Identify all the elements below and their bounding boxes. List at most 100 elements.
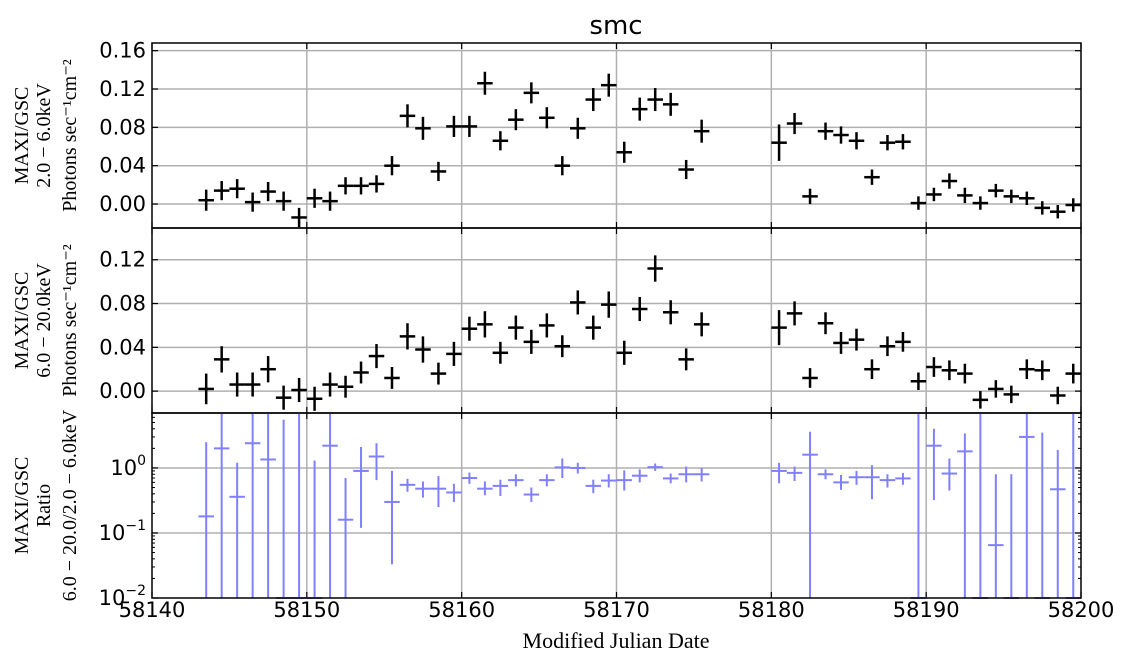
data-point	[926, 187, 942, 202]
data-point	[430, 362, 447, 385]
data-point	[616, 141, 632, 163]
data-point	[848, 328, 865, 351]
data-point	[941, 173, 958, 189]
data-point	[213, 413, 230, 598]
data-point	[508, 474, 524, 487]
data-point	[1050, 204, 1066, 219]
data-point	[848, 132, 865, 150]
data-point	[601, 291, 617, 318]
data-point	[384, 367, 400, 389]
data-point	[771, 462, 787, 484]
data-point	[322, 372, 338, 397]
y-tick-label: 0.08	[99, 115, 146, 139]
data-point	[523, 329, 540, 354]
data-point	[337, 177, 354, 195]
data-point	[662, 473, 679, 484]
data-point	[1034, 360, 1051, 381]
data-point	[786, 466, 803, 481]
data-point	[693, 312, 710, 337]
data-point	[430, 161, 447, 182]
data-point	[678, 159, 694, 180]
data-point	[678, 348, 694, 371]
data-point	[662, 92, 679, 116]
data-point	[631, 469, 648, 483]
data-point	[244, 192, 261, 212]
data-point	[833, 474, 849, 490]
data-point	[554, 156, 571, 176]
data-point	[616, 470, 632, 491]
y-tick-label: 0.00	[99, 379, 146, 403]
data-point	[291, 207, 307, 228]
y-tick-label: 0.04	[99, 335, 146, 359]
panel-hard: 0.00 0.04 0.08 0.12 MAXI/GSC 6.0 − 20.0keV Pho…	[11, 227, 1082, 414]
y-tick-label: 10−1	[99, 518, 146, 545]
data-point	[972, 413, 989, 599]
data-point	[492, 479, 509, 497]
data-point	[771, 310, 787, 346]
data-point	[1019, 413, 1035, 598]
data-point	[817, 122, 834, 140]
data-point	[291, 413, 307, 599]
data-point	[213, 181, 230, 201]
data-point	[678, 466, 694, 483]
data-point	[213, 346, 230, 373]
data-point	[647, 88, 663, 112]
data-point	[601, 73, 617, 97]
data-point	[1019, 359, 1035, 380]
data-point	[508, 109, 524, 131]
x-tick-label: 58200	[1048, 598, 1115, 622]
data-point	[848, 470, 865, 485]
y-axis-label-line: 6.0 − 20.0keV	[33, 263, 55, 378]
data-point	[1050, 449, 1066, 598]
data-point	[260, 413, 276, 598]
data-point	[693, 467, 710, 482]
data-point	[384, 470, 400, 565]
data-point	[415, 336, 431, 363]
data-point	[477, 71, 493, 95]
data-point	[1065, 198, 1081, 212]
data-point	[988, 474, 1004, 598]
x-tick-label: 58190	[893, 598, 960, 622]
chart-title: smc	[589, 11, 642, 41]
y-axis-label-line: Ratio	[33, 484, 55, 527]
data-point	[368, 443, 385, 481]
x-tick-label: 58160	[428, 598, 495, 622]
data-point	[1034, 432, 1051, 599]
data-point	[198, 373, 214, 405]
data-point	[570, 290, 586, 315]
data-point	[895, 472, 911, 485]
data-point	[864, 359, 880, 380]
data-point	[1065, 363, 1081, 384]
data-point	[399, 323, 416, 350]
data-point	[941, 458, 958, 491]
data-point	[461, 115, 478, 137]
data-point	[1050, 386, 1066, 405]
data-point	[368, 175, 385, 193]
data-point	[229, 372, 245, 397]
data-point	[879, 135, 896, 151]
y-tick-label: 10−2	[99, 583, 146, 610]
data-point	[353, 446, 369, 528]
data-point	[817, 469, 834, 480]
data-point	[554, 458, 571, 479]
data-point	[1034, 201, 1051, 215]
data-point	[631, 296, 648, 322]
y-tick-label: 0.12	[99, 248, 146, 272]
data-point	[492, 131, 509, 151]
data-point	[693, 119, 710, 143]
x-tick-label: 58150	[273, 598, 340, 622]
data-point	[631, 97, 648, 121]
data-point	[1065, 413, 1081, 599]
panel-soft: 0.00 0.04 0.08 0.12 0.16 MAXI/GSC 2.0 − 6.0keV…	[11, 39, 1082, 229]
data-point	[1003, 385, 1020, 404]
data-point	[988, 183, 1004, 198]
x-tick-label: 58170	[583, 598, 650, 622]
data-point	[384, 156, 400, 176]
data-point	[1019, 191, 1035, 205]
data-point	[817, 312, 834, 335]
x-tick-label: 58140	[119, 598, 186, 622]
data-point	[957, 363, 973, 384]
data-point	[910, 372, 927, 391]
